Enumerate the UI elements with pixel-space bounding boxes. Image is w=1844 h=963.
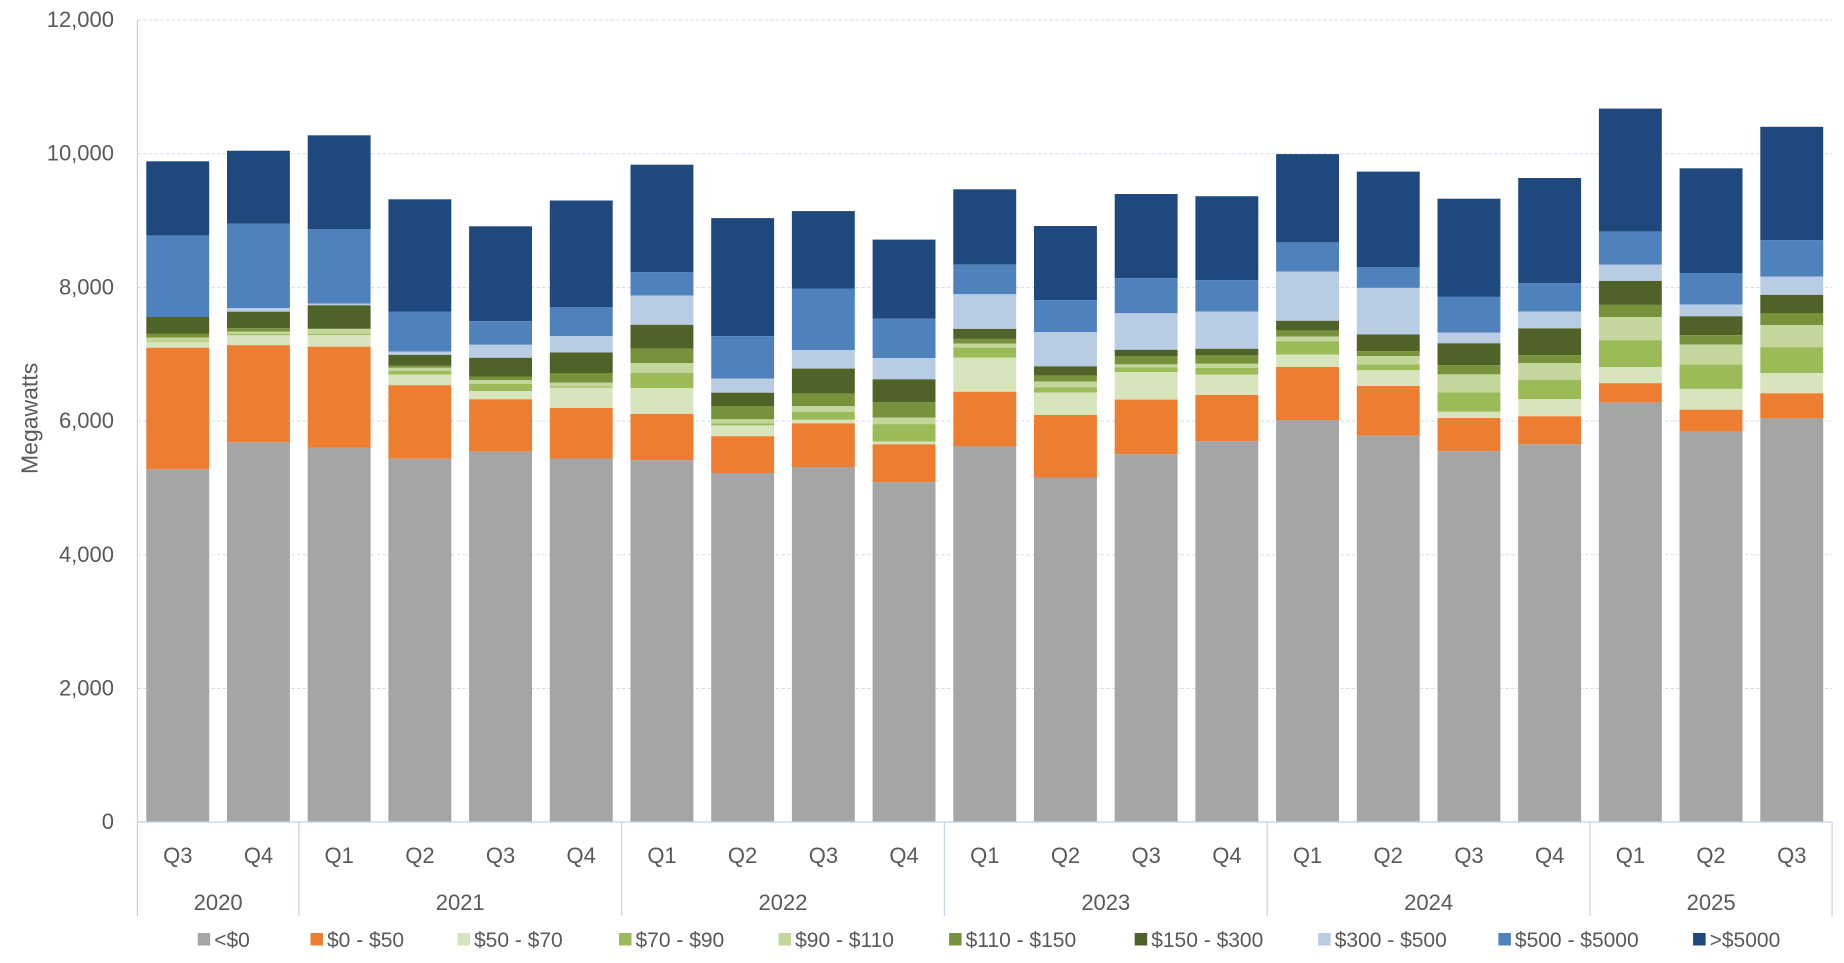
svg-text:Q2: Q2	[728, 843, 757, 868]
svg-text:Q2: Q2	[1696, 843, 1725, 868]
svg-text:Q3: Q3	[1454, 843, 1483, 868]
svg-text:$70 - $90: $70 - $90	[636, 929, 725, 952]
svg-text:8,000: 8,000	[59, 274, 114, 299]
svg-text:Q4: Q4	[889, 843, 918, 868]
svg-text:Q3: Q3	[1777, 843, 1806, 868]
svg-text:Q2: Q2	[1374, 843, 1403, 868]
svg-text:>$5000: >$5000	[1710, 929, 1781, 952]
svg-text:Megawatts: Megawatts	[17, 363, 43, 474]
svg-text:2020: 2020	[194, 890, 243, 915]
svg-text:2,000: 2,000	[59, 676, 114, 701]
svg-text:$90 - $110: $90 - $110	[795, 929, 894, 952]
svg-text:$300 - $500: $300 - $500	[1335, 929, 1447, 952]
svg-text:Q1: Q1	[970, 843, 999, 868]
svg-text:Q3: Q3	[486, 843, 515, 868]
svg-text:$0 - $50: $0 - $50	[327, 929, 404, 952]
svg-text:4,000: 4,000	[59, 542, 114, 567]
svg-text:Q4: Q4	[1535, 843, 1564, 868]
svg-text:2024: 2024	[1404, 890, 1453, 915]
svg-text:$50 - $70: $50 - $70	[474, 929, 563, 952]
svg-text:2021: 2021	[436, 890, 485, 915]
svg-text:Q4: Q4	[1212, 843, 1241, 868]
svg-text:6,000: 6,000	[59, 408, 114, 433]
svg-text:Q2: Q2	[405, 843, 434, 868]
svg-text:2025: 2025	[1687, 890, 1736, 915]
svg-text:2023: 2023	[1081, 890, 1130, 915]
svg-text:Q3: Q3	[1132, 843, 1161, 868]
svg-text:2022: 2022	[759, 890, 808, 915]
svg-text:Q4: Q4	[244, 843, 273, 868]
svg-text:Q3: Q3	[163, 843, 192, 868]
svg-text:Q1: Q1	[1293, 843, 1322, 868]
svg-text:12,000: 12,000	[47, 7, 114, 32]
svg-text:$150 - $300: $150 - $300	[1151, 929, 1263, 952]
svg-text:$500 - $5000: $500 - $5000	[1515, 929, 1639, 952]
svg-text:Q3: Q3	[809, 843, 838, 868]
svg-text:10,000: 10,000	[47, 141, 114, 166]
svg-text:Q1: Q1	[647, 843, 676, 868]
svg-text:0: 0	[102, 809, 114, 834]
svg-text:Q2: Q2	[1051, 843, 1080, 868]
svg-text:Q4: Q4	[567, 843, 596, 868]
svg-text:Q1: Q1	[325, 843, 354, 868]
svg-text:$110 - $150: $110 - $150	[966, 929, 1077, 952]
svg-text:<$0: <$0	[214, 929, 250, 952]
svg-text:Q1: Q1	[1616, 843, 1645, 868]
